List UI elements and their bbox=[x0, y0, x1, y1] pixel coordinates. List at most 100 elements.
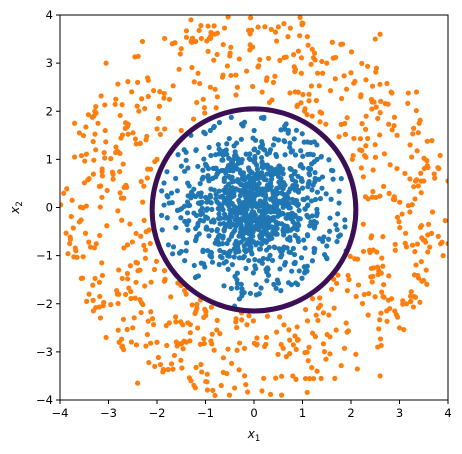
orange-point bbox=[391, 123, 397, 129]
orange-point bbox=[234, 84, 240, 90]
orange-point bbox=[189, 302, 195, 308]
blue-point bbox=[330, 168, 336, 174]
orange-point bbox=[442, 218, 448, 224]
blue-point bbox=[199, 205, 205, 212]
orange-point bbox=[270, 79, 276, 85]
blue-point bbox=[279, 200, 285, 207]
orange-point bbox=[415, 275, 422, 281]
blue-point bbox=[206, 233, 212, 239]
blue-point bbox=[242, 208, 249, 215]
orange-point bbox=[275, 24, 281, 30]
orange-point bbox=[120, 161, 126, 167]
blue-point bbox=[271, 281, 277, 287]
orange-point bbox=[90, 138, 96, 145]
orange-point bbox=[117, 169, 123, 175]
orange-point bbox=[378, 270, 384, 276]
blue-point bbox=[322, 252, 328, 258]
orange-point bbox=[99, 272, 105, 279]
blue-point bbox=[264, 278, 270, 284]
orange-point bbox=[155, 354, 161, 361]
orange-point bbox=[141, 217, 147, 223]
blue-point bbox=[209, 259, 216, 265]
orange-point bbox=[424, 138, 430, 144]
blue-point bbox=[289, 268, 295, 274]
orange-point bbox=[134, 260, 141, 266]
orange-point bbox=[323, 356, 329, 362]
orange-point bbox=[67, 240, 73, 247]
orange-point bbox=[341, 73, 347, 79]
orange-point bbox=[136, 108, 142, 114]
blue-point bbox=[231, 254, 237, 260]
blue-point bbox=[321, 234, 327, 240]
blue-point bbox=[296, 207, 302, 214]
orange-point bbox=[344, 288, 350, 294]
blue-point bbox=[328, 196, 334, 202]
orange-point bbox=[135, 79, 141, 85]
blue-point bbox=[305, 181, 311, 187]
orange-point bbox=[213, 105, 219, 111]
orange-point bbox=[301, 108, 308, 114]
orange-point bbox=[227, 50, 233, 56]
blue-point bbox=[234, 277, 240, 283]
orange-point bbox=[198, 22, 204, 29]
orange-point bbox=[173, 339, 179, 345]
orange-point bbox=[305, 358, 311, 364]
blue-point bbox=[278, 288, 284, 294]
blue-point bbox=[246, 165, 252, 171]
blue-point bbox=[211, 123, 217, 130]
orange-point bbox=[373, 104, 379, 110]
orange-point bbox=[344, 115, 350, 121]
orange-point bbox=[193, 308, 199, 314]
blue-point bbox=[334, 227, 340, 233]
orange-point bbox=[91, 245, 97, 251]
blue-point bbox=[282, 182, 288, 188]
blue-point bbox=[235, 156, 241, 162]
blue-point bbox=[216, 188, 222, 194]
orange-point bbox=[396, 219, 402, 225]
orange-point bbox=[103, 139, 109, 145]
orange-point bbox=[386, 273, 392, 279]
orange-point bbox=[204, 379, 210, 385]
orange-point bbox=[102, 155, 108, 161]
orange-point bbox=[129, 239, 135, 245]
blue-point bbox=[234, 270, 240, 276]
blue-point bbox=[222, 215, 228, 221]
blue-point bbox=[278, 127, 284, 133]
blue-point bbox=[294, 227, 300, 233]
orange-point bbox=[277, 314, 283, 320]
orange-point bbox=[275, 351, 281, 357]
blue-point bbox=[229, 200, 235, 207]
orange-point bbox=[307, 376, 313, 382]
orange-point bbox=[144, 331, 150, 338]
blue-point bbox=[195, 163, 201, 170]
orange-point bbox=[394, 214, 401, 220]
blue-point bbox=[287, 144, 293, 150]
orange-point bbox=[359, 300, 366, 307]
orange-point bbox=[211, 31, 218, 37]
orange-point bbox=[372, 294, 378, 300]
orange-point bbox=[305, 42, 311, 48]
orange-point bbox=[110, 176, 116, 182]
blue-point bbox=[260, 165, 266, 171]
orange-point bbox=[351, 135, 357, 142]
orange-point bbox=[377, 317, 383, 323]
orange-point bbox=[183, 34, 189, 40]
orange-point bbox=[96, 183, 102, 189]
orange-point bbox=[209, 331, 215, 337]
orange-point bbox=[226, 392, 233, 398]
orange-point bbox=[320, 310, 326, 316]
blue-point bbox=[304, 232, 311, 238]
orange-point bbox=[315, 305, 322, 311]
blue-point bbox=[335, 211, 341, 217]
blue-point bbox=[218, 215, 224, 221]
orange-point bbox=[203, 312, 209, 319]
blue-point bbox=[301, 139, 307, 145]
orange-point bbox=[403, 244, 410, 250]
orange-point bbox=[195, 70, 201, 76]
orange-point bbox=[399, 211, 405, 217]
orange-point bbox=[381, 282, 387, 288]
blue-point bbox=[225, 194, 231, 200]
orange-point bbox=[369, 279, 375, 285]
blue-point bbox=[327, 215, 333, 221]
orange-point bbox=[436, 165, 442, 172]
